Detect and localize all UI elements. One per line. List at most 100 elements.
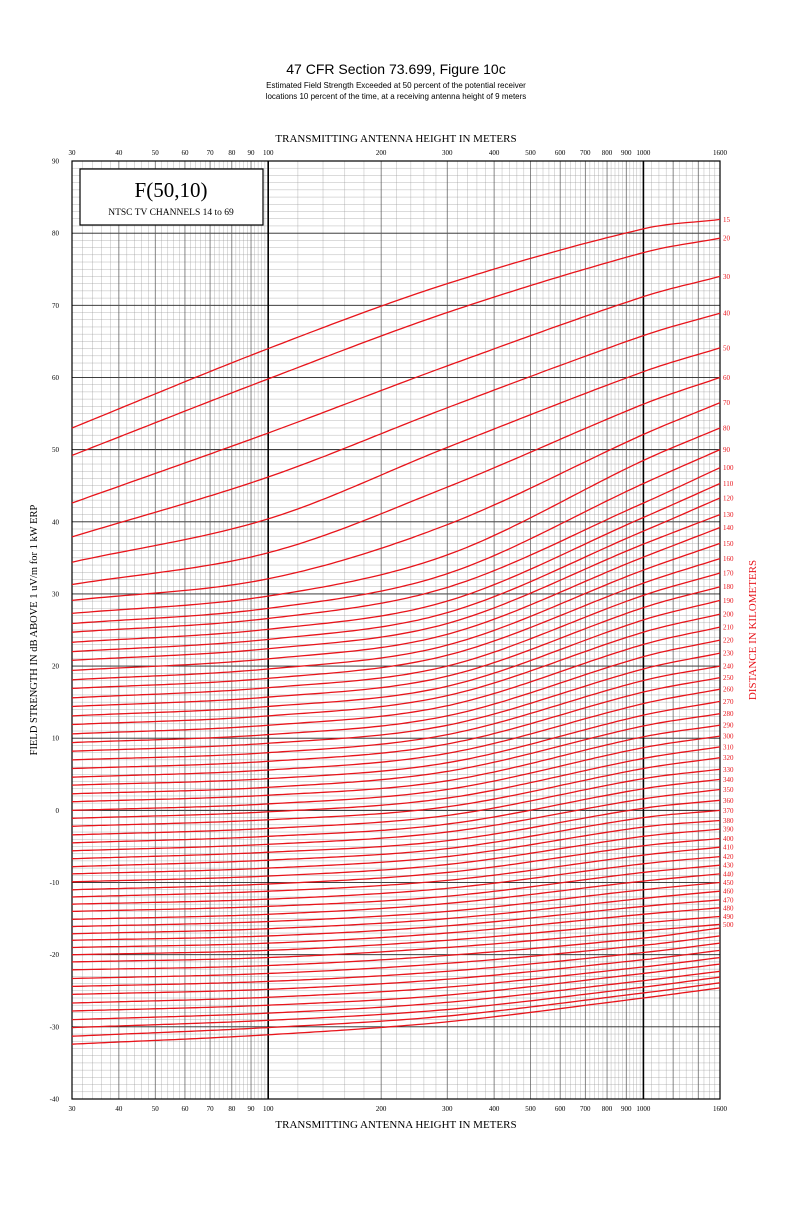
curve-210km: [71, 626, 721, 735]
y-tick-label: -30: [50, 1023, 60, 1031]
y-tick-label: 70: [52, 302, 60, 310]
curve-60km: [71, 376, 721, 586]
curve-70km: [71, 402, 721, 602]
distance-label: 470: [723, 896, 734, 904]
y-tick-label: 20: [52, 663, 60, 671]
x-tick-label-top: 400: [489, 149, 500, 157]
curve-350km: [71, 788, 721, 852]
x-tick-label-bottom: 600: [555, 1105, 566, 1113]
distance-label: 60: [723, 374, 731, 382]
distance-label: 400: [723, 835, 734, 843]
y-tick-label: 50: [52, 446, 60, 454]
page-subtitle-line1: Estimated Field Strength Exceeded at 50 …: [266, 81, 526, 90]
x-tick-label-bottom: 900: [621, 1105, 632, 1113]
x-tick-label-bottom: 100: [263, 1105, 274, 1113]
distance-label: 140: [723, 524, 734, 532]
y-tick-label: 90: [52, 158, 60, 166]
distance-label: 240: [723, 663, 734, 671]
x-tick-label-bottom: 30: [69, 1105, 77, 1113]
curve-380km: [71, 819, 721, 875]
curve-460km: [71, 890, 721, 935]
inset-subtitle: NTSC TV CHANNELS 14 to 69: [108, 208, 234, 218]
x-tick-label-bottom: 40: [115, 1105, 123, 1113]
distance-label: 40: [723, 310, 731, 318]
inset-title: F(50,10): [135, 178, 208, 202]
x-tick-label-bottom: 1600: [713, 1105, 728, 1113]
distance-label: 430: [723, 862, 734, 870]
x-tick-label-top: 70: [207, 149, 215, 157]
curve-50km: [71, 347, 721, 563]
curve-90km: [71, 449, 721, 625]
tick-labels: 3030404050506060707080809090100100200200…: [50, 149, 728, 1113]
curve-400km: [71, 837, 721, 891]
distance-label: 230: [723, 650, 734, 658]
distance-label: 320: [723, 754, 734, 762]
curve-260km: [71, 688, 721, 778]
curve-370km: [71, 809, 721, 868]
curve-unlabeled: [71, 935, 721, 980]
curve-160km: [71, 557, 721, 690]
x-tick-label-top: 1600: [713, 149, 728, 157]
y-tick-label: -20: [50, 951, 60, 959]
distance-labels: 15 20 30 40 50 60 70 80 90 100 110 120 130 140 150 160 1…: [723, 216, 734, 929]
curve-270km: [71, 700, 721, 786]
distance-label: 340: [723, 776, 734, 784]
curve-310km: [71, 746, 721, 819]
distance-label: 30: [723, 273, 731, 281]
curve-500km: [71, 923, 721, 963]
x-tick-label-bottom: 50: [152, 1105, 160, 1113]
curve-unlabeled: [71, 956, 721, 1004]
x-axis-label-top: TRANSMITTING ANTENNA HEIGHT IN METERS: [275, 133, 516, 145]
distance-label: 420: [723, 853, 734, 861]
distance-label: 390: [723, 826, 734, 834]
page-subtitle-line2: locations 10 percent of the time, at a r…: [265, 92, 527, 101]
x-tick-label-top: 100: [263, 149, 274, 157]
distance-label: 220: [723, 637, 734, 645]
curve-290km: [71, 724, 721, 803]
x-tick-label-bottom: 200: [376, 1105, 387, 1113]
curve-410km: [71, 846, 721, 898]
curve-430km: [71, 864, 721, 913]
x-tick-label-bottom: 60: [181, 1105, 189, 1113]
distance-label: 280: [723, 710, 734, 718]
x-tick-label-top: 200: [376, 149, 387, 157]
plot-frame: [71, 160, 721, 1100]
distance-label: 15: [723, 216, 731, 224]
distance-label: 100: [723, 464, 734, 472]
distance-label: 180: [723, 583, 734, 591]
curve-140km: [71, 526, 721, 672]
x-tick-label-top: 30: [69, 149, 77, 157]
x-tick-label-top: 900: [621, 149, 632, 157]
distance-label: 50: [723, 344, 731, 352]
y-tick-label: -40: [50, 1096, 60, 1104]
y-axis-label: FIELD STRENGTH IN dB ABOVE 1 uV/m for 1 …: [29, 505, 40, 756]
curve-unlabeled: [71, 942, 721, 988]
curve-80km: [71, 427, 721, 615]
x-tick-label-bottom: 1000: [636, 1105, 651, 1113]
curve-unlabeled: [71, 963, 721, 1012]
distance-label: 170: [723, 569, 734, 577]
curve-490km: [71, 915, 721, 956]
curve-480km: [71, 907, 721, 949]
x-tick-label-top: 800: [602, 149, 613, 157]
x-tick-label-top: 80: [228, 149, 236, 157]
curve-15km: [71, 218, 721, 429]
curve-390km: [71, 828, 721, 883]
distance-label: 150: [723, 540, 734, 548]
distance-label: 270: [723, 698, 734, 706]
x-tick-label-top: 500: [525, 149, 536, 157]
x-tick-label-bottom: 400: [489, 1105, 500, 1113]
distance-label: 90: [723, 446, 731, 454]
distance-label: 80: [723, 424, 731, 432]
distance-label: 290: [723, 722, 734, 730]
x-tick-label-top: 60: [181, 149, 189, 157]
y-tick-label: -10: [50, 879, 60, 887]
curve-unlabeled: [71, 949, 721, 996]
distance-label: 260: [723, 686, 734, 694]
y-tick-label: 40: [52, 518, 60, 526]
distance-label: 460: [723, 888, 734, 896]
curve-120km: [71, 497, 721, 653]
x-tick-label-top: 40: [115, 149, 123, 157]
y-tick-label: 0: [56, 807, 60, 815]
